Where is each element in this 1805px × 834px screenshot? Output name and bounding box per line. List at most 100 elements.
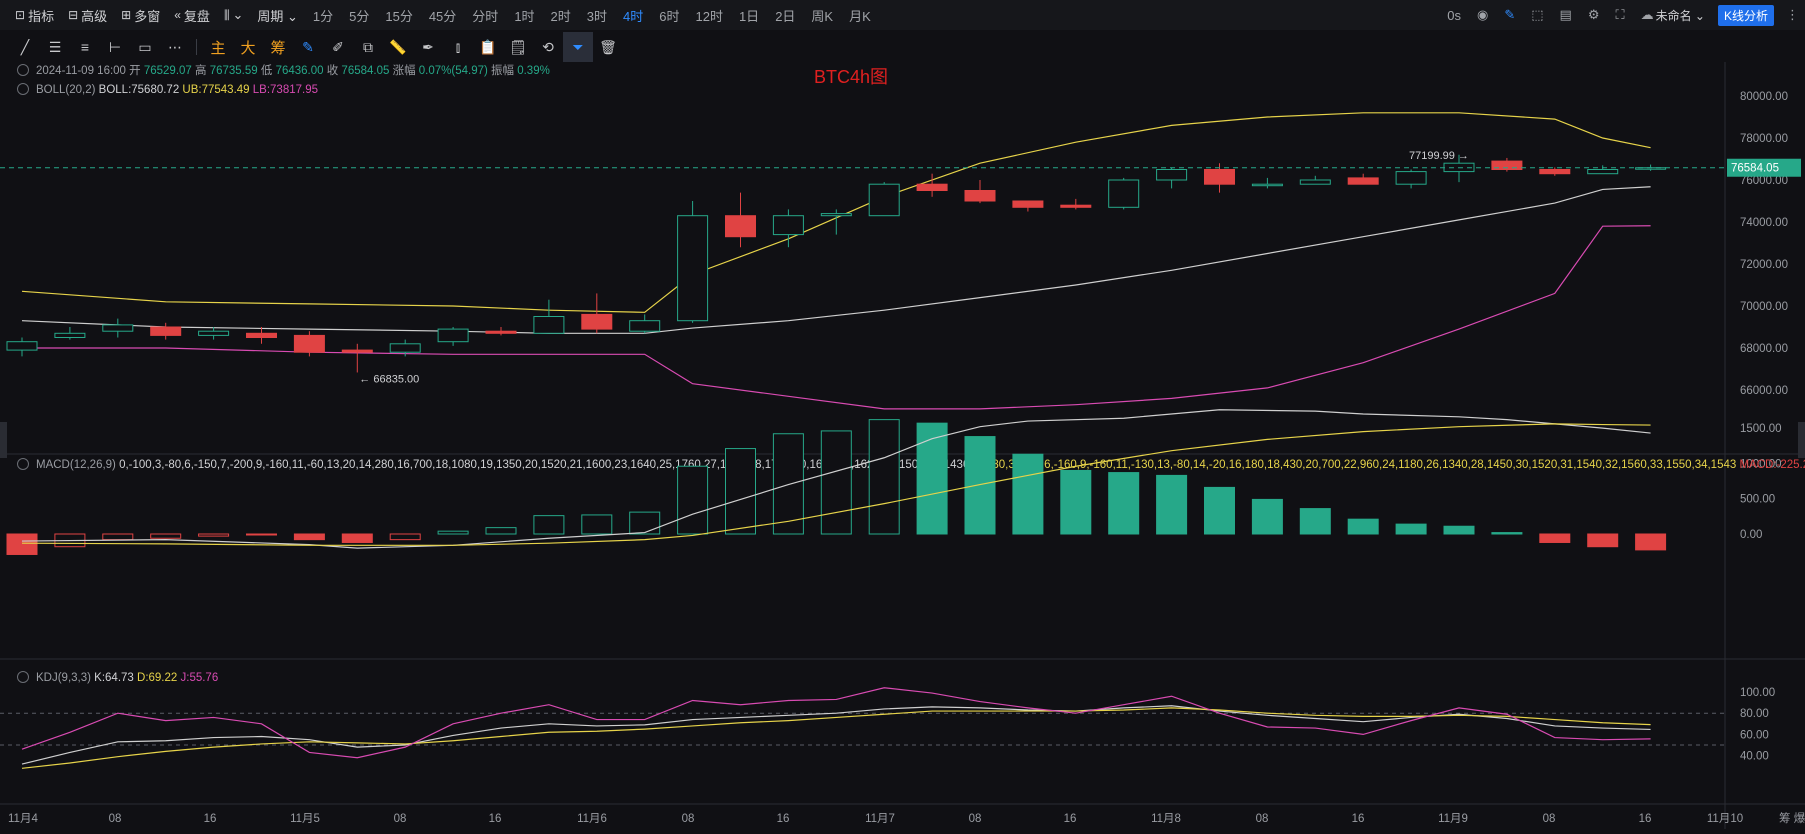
channel-tool-icon[interactable]: ☰: [48, 38, 62, 55]
candle-body: [1395, 171, 1427, 185]
price-y-tick: 76000.00: [1740, 175, 1788, 187]
x-tick-label: 08: [682, 813, 695, 825]
edit-tool-icon[interactable]: ✎: [302, 38, 314, 55]
topbar-item-1[interactable]: ⊟ 高级: [61, 0, 114, 30]
candle-body: [868, 183, 900, 217]
period-tab-11[interactable]: 1日: [738, 8, 760, 24]
period-tab-7[interactable]: 3时: [586, 8, 608, 24]
x-tick-label: 16: [1639, 813, 1652, 825]
cloud-icon[interactable]: ☁: [1640, 7, 1654, 22]
macd-bar: [389, 533, 421, 541]
collapse-icon[interactable]: [17, 83, 29, 95]
x-tick-label: 08: [394, 813, 407, 825]
high-marker: 77199.99 →: [1409, 150, 1469, 162]
delete-tool-icon[interactable]: 🗑: [599, 38, 617, 55]
period-tab-5[interactable]: 1时: [514, 8, 535, 24]
main-chart-tool[interactable]: 主: [210, 39, 226, 57]
period-tab-8[interactable]: 4时: [623, 8, 644, 24]
x-tick-label: 16: [777, 813, 790, 825]
export-icon[interactable]: ⬚: [1531, 7, 1544, 22]
large-tool[interactable]: 大: [240, 39, 256, 57]
candle-body: [102, 324, 134, 332]
topbar-item-4[interactable]: ⫼ ⌄: [217, 0, 250, 30]
brush-tool-icon[interactable]: ✐: [332, 38, 344, 55]
collapse-icon[interactable]: [17, 64, 29, 76]
period-tab-1[interactable]: 5分: [349, 8, 370, 24]
candle-body: [6, 341, 38, 351]
period-tab-4[interactable]: 分时: [472, 8, 499, 24]
candle-body: [1299, 179, 1331, 185]
period-tab-10[interactable]: 12时: [695, 8, 723, 24]
kdj-j-line: [21, 687, 1651, 759]
chart-area[interactable]: 80000.00 78000.00 76000.00 74000.00 72000.00…: [0, 62, 1805, 829]
macd-bar: [485, 527, 517, 535]
drawing-toolbar: ╱ ☰ ≡ ⊢ ▭ ⋯ 主大筹 ✎ ✐ ⧉ 📏 ✒ ⫾ 📋 🗒 ⟲ ⏷ 🗑: [0, 32, 1805, 62]
collapse-icon[interactable]: [17, 671, 29, 683]
parallel-lines-tool-icon[interactable]: ≡: [80, 39, 90, 55]
clipboard-tool-icon[interactable]: 📋: [479, 38, 497, 55]
kdj-d-line: [21, 707, 1651, 769]
macd-bar: [150, 533, 182, 539]
indicator-icon: ⊡: [15, 8, 26, 22]
camera-icon[interactable]: ◉: [1476, 7, 1489, 22]
candle-body: [1060, 204, 1092, 208]
settings-icon[interactable]: ⚙: [1587, 7, 1600, 22]
rectangle-tool-icon[interactable]: ▭: [138, 38, 152, 55]
trendline-tool-icon[interactable]: ╱: [20, 38, 30, 55]
topbar-item-0[interactable]: ⊡ 指标: [8, 0, 61, 30]
macd-bar: [1299, 508, 1331, 535]
macd-bar: [437, 530, 469, 535]
more-tools-icon[interactable]: ⋯: [168, 38, 182, 55]
kdj-y-tick: 40.00: [1740, 751, 1769, 763]
topbar-item-label: ⌄: [232, 7, 244, 22]
topbar-item-5[interactable]: 周期 ⌄: [250, 0, 305, 30]
macd-bar: [581, 514, 613, 535]
filter-tool-icon[interactable]: ⏷: [563, 32, 593, 62]
note-tool-icon[interactable]: 🗒: [509, 38, 527, 55]
macd-legend: MACD(12,26,9) 0,-100,3,-80,6,-150,7,-200…: [36, 459, 1805, 471]
candles-tool-icon[interactable]: ⫾: [455, 38, 461, 55]
macd-bar: [1060, 469, 1092, 535]
period-tab-14[interactable]: 月K: [849, 8, 871, 24]
layout-name[interactable]: 未命名 ⌄: [1655, 8, 1705, 23]
kline-analysis-button[interactable]: K线分析: [1717, 4, 1774, 26]
right-panel-handle[interactable]: [1798, 422, 1805, 458]
period-tab-6[interactable]: 2时: [550, 8, 571, 24]
candle-body: [1108, 179, 1140, 208]
macd-bar: [246, 533, 277, 536]
candle-body: [533, 316, 565, 334]
collapse-icon[interactable]: [17, 458, 29, 470]
period-tab-13[interactable]: 周K: [811, 8, 834, 24]
fullscreen-icon[interactable]: ⛶: [1615, 7, 1625, 22]
ruler-tool-icon[interactable]: 📏: [389, 38, 407, 55]
topbar-item-label: 周期 ⌄: [257, 8, 298, 24]
boll-lower-line: [22, 225, 1651, 410]
pen-tool-icon[interactable]: ✒: [422, 38, 434, 55]
x-tick-label: 11月7: [865, 813, 895, 825]
period-tab-12[interactable]: 2日: [775, 8, 796, 24]
period-tab-2[interactable]: 15分: [385, 8, 413, 24]
macd-bar: [629, 511, 661, 535]
period-tab-9[interactable]: 6时: [659, 8, 680, 24]
topbar-item-3[interactable]: «复盘: [167, 0, 217, 30]
kline-chart[interactable]: 80000.00 78000.00 76000.00 74000.00 72000.00…: [0, 62, 1805, 829]
period-tab-3[interactable]: 45分: [428, 8, 457, 24]
left-panel-handle[interactable]: [0, 422, 7, 458]
chip-tool[interactable]: 筹: [270, 39, 286, 57]
macd-bar: [1491, 532, 1523, 535]
kdj-y-tick: 60.00: [1740, 729, 1769, 741]
copy-tool-icon[interactable]: ⧉: [363, 38, 373, 55]
horizontal-line-tool-icon[interactable]: ⊢: [108, 38, 122, 55]
macd-y-tick: 500.00: [1740, 494, 1775, 506]
topbar-item-2[interactable]: ⊞ 多窗: [114, 0, 167, 30]
magnet-tool-icon[interactable]: ⟲: [542, 38, 554, 55]
price-y-tick: 72000.00: [1740, 259, 1788, 271]
more-icon[interactable]: ⋮: [1786, 7, 1799, 22]
layout-icon[interactable]: ▤: [1559, 7, 1572, 22]
macd-bar: [1156, 474, 1188, 535]
candle-body: [389, 343, 421, 353]
x-tick-label: 11月8: [1151, 813, 1181, 825]
macd-bar: [1635, 533, 1667, 551]
draw-icon[interactable]: ✎: [1504, 7, 1516, 22]
period-tab-0[interactable]: 1分: [312, 8, 334, 24]
